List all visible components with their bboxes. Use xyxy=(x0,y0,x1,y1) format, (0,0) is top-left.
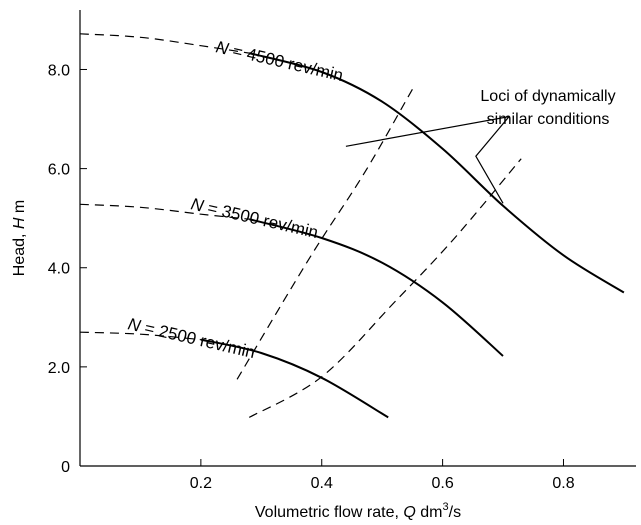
annotation: Loci of dynamically similar conditions xyxy=(345,88,616,204)
axes xyxy=(79,10,636,467)
locus-1-line xyxy=(236,88,413,380)
x-tick-label: 0.8 xyxy=(552,475,574,492)
series-solid-line xyxy=(248,52,625,294)
series-solid-line xyxy=(248,218,504,357)
locus-2-line xyxy=(248,158,522,418)
curve-label: N = 3500 rev/min xyxy=(189,194,320,242)
y-tick-label: 2.0 xyxy=(48,360,70,377)
y-tick-label: 4.0 xyxy=(48,261,70,278)
y-axis-title: Head, H m xyxy=(11,200,28,276)
x-tick-label: 0.2 xyxy=(190,475,212,492)
curve-label: N = 2500 rev/min xyxy=(126,314,257,362)
curve-label: N = 4500 rev/min xyxy=(214,37,345,85)
x-tick-label: 0.4 xyxy=(311,475,333,492)
loci xyxy=(236,88,522,418)
series-solid-line xyxy=(200,338,389,419)
annotation-pointer xyxy=(475,116,510,204)
x-axis-title: Volumetric flow rate, Q dm3/s xyxy=(255,501,461,521)
series-dashed-line xyxy=(79,203,250,220)
annotation-text-line2: similar conditions xyxy=(487,111,610,128)
ticks: 0.2 0.4 0.6 0.8 0 2.0 4.0 6.0 8.0 xyxy=(48,62,575,492)
y-tick-label: 6.0 xyxy=(48,162,70,179)
curves xyxy=(79,33,625,419)
x-tick-label: 0.6 xyxy=(431,475,453,492)
series-dashed-line xyxy=(79,33,250,54)
annotation-text-line1: Loci of dynamically xyxy=(480,88,615,105)
y-tick-label: 0 xyxy=(61,459,70,476)
annotation-pointer xyxy=(345,115,510,147)
y-tick-label: 8.0 xyxy=(48,62,70,79)
series-dashed-line xyxy=(79,331,201,341)
